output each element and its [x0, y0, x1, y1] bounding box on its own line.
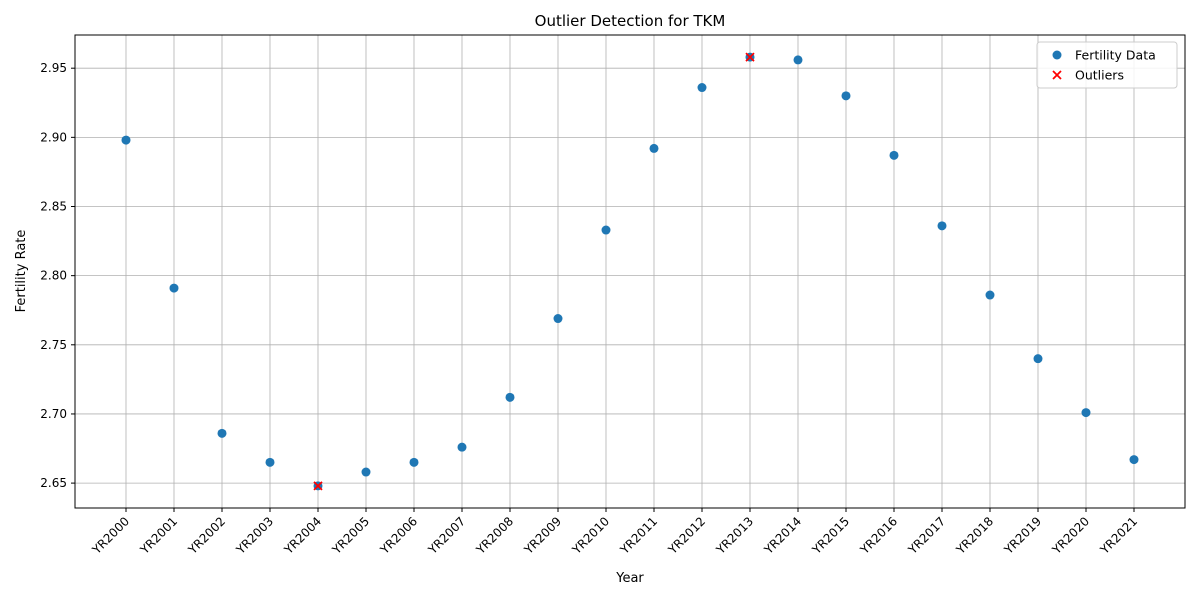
- y-axis-ticks: 2.65 2.70 2.75 2.80 2.85 2.90 2.95: [40, 61, 75, 490]
- data-point-fertility: [1081, 408, 1091, 418]
- data-point-fertility: [793, 55, 803, 65]
- y-tick-label: 2.85: [40, 199, 67, 213]
- data-point-fertility: [265, 457, 275, 467]
- x-axis-label: Year: [615, 571, 644, 586]
- y-tick-label: 2.70: [40, 407, 67, 421]
- data-point-fertility: [409, 457, 419, 467]
- y-tick-label: 2.65: [40, 476, 67, 490]
- y-tick-label: 2.95: [40, 61, 67, 75]
- legend-label-outliers: Outliers: [1075, 68, 1124, 83]
- data-series: [121, 52, 1139, 491]
- data-point-fertility: [169, 283, 179, 293]
- data-point-fertility: [841, 91, 851, 101]
- data-point-fertility: [457, 442, 467, 452]
- data-point-fertility: [121, 135, 131, 145]
- plot-frame: [74, 34, 1186, 509]
- chart-title: Outlier Detection for TKM: [535, 12, 726, 30]
- data-point-fertility: [1033, 354, 1043, 364]
- data-point-fertility: [697, 83, 707, 93]
- data-point-fertility: [937, 221, 947, 231]
- legend: Fertility Data Outliers: [1036, 41, 1178, 89]
- data-point-fertility: [985, 290, 995, 300]
- data-point-fertility: [889, 150, 899, 160]
- y-axis-label: Fertility Rate: [14, 230, 29, 313]
- y-tick-label: 2.90: [40, 130, 67, 144]
- data-point-fertility: [1129, 455, 1139, 465]
- legend-box: [1036, 41, 1178, 89]
- data-point-fertility: [361, 467, 371, 477]
- y-tick-label: 2.75: [40, 338, 67, 352]
- y-tick-label: 2.80: [40, 269, 67, 283]
- data-point-fertility: [601, 225, 611, 235]
- legend-marker-outliers: [1052, 70, 1062, 80]
- data-point-outlier: [745, 52, 755, 62]
- data-point-fertility: [553, 314, 563, 324]
- data-point-outlier: [313, 481, 323, 491]
- legend-marker-fertility-data: [1052, 50, 1062, 60]
- data-point-fertility: [505, 392, 515, 402]
- data-point-fertility: [217, 428, 227, 438]
- legend-label-fertility-data: Fertility Data: [1075, 48, 1156, 63]
- grid: [75, 35, 1185, 508]
- data-point-fertility: [649, 143, 659, 153]
